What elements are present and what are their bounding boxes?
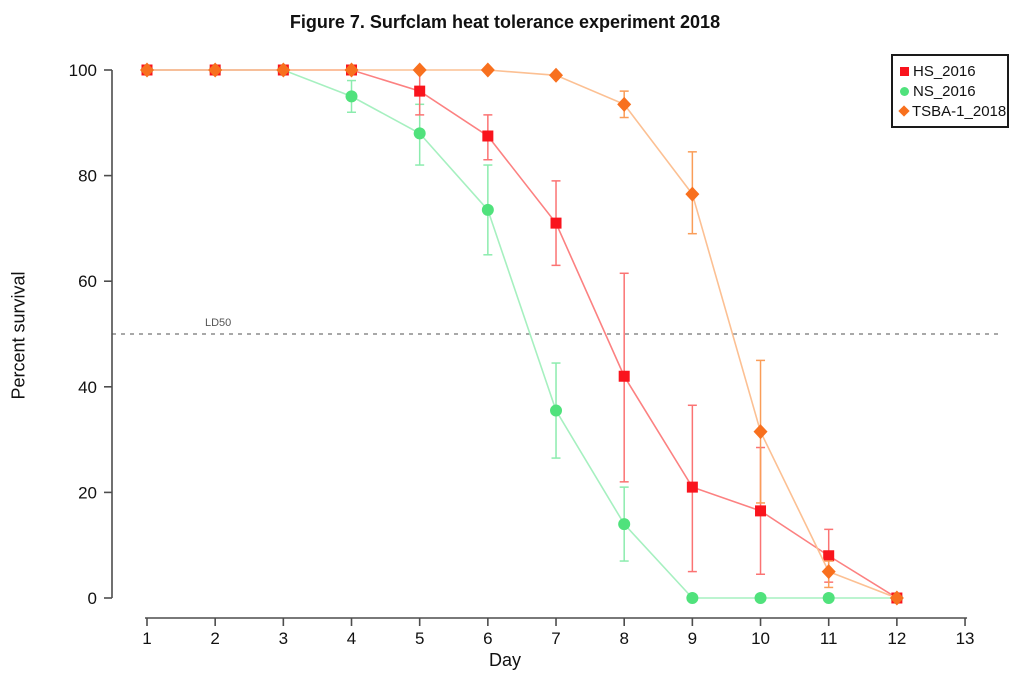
data-point: [276, 62, 291, 78]
data-point: [414, 85, 426, 97]
y-tick-label: 20: [78, 483, 97, 502]
y-tick-label: 60: [78, 272, 97, 291]
data-point: [344, 62, 359, 78]
x-tick-label: 4: [347, 629, 356, 648]
x-tick-label: 3: [279, 629, 288, 648]
x-axis-title: Day: [488, 650, 521, 670]
data-point: [822, 592, 835, 604]
data-point: [823, 550, 835, 562]
data-point: [686, 592, 699, 604]
x-tick-label: 8: [619, 629, 628, 648]
data-point: [140, 62, 154, 78]
data-point: [618, 518, 631, 531]
data-point: [685, 186, 700, 202]
diamond-marker-icon: [898, 105, 910, 117]
data-point: [550, 217, 562, 229]
data-point: [618, 370, 630, 382]
y-tick-label: 80: [78, 167, 97, 186]
x-tick-label: 11: [820, 629, 838, 648]
x-tick-label: 6: [483, 629, 492, 648]
data-point: [413, 127, 426, 140]
data-point: [754, 592, 767, 604]
data-point: [755, 505, 767, 517]
data-point: [686, 481, 698, 493]
data-point: [550, 404, 563, 417]
legend-item-NS_2016: NS_2016: [900, 81, 1001, 101]
y-tick-label: 40: [78, 378, 97, 397]
data-point: [482, 130, 494, 142]
legend-item-TSBA-1_2018: TSBA-1_2018: [898, 101, 1006, 121]
ld50-label: LD50: [205, 317, 231, 329]
data-point: [208, 62, 223, 78]
legend-label: HS_2016: [913, 62, 976, 80]
data-point: [412, 62, 427, 78]
legend: HS_2016 NS_2016 TSBA-1_2018: [891, 54, 1009, 128]
x-tick-label: 13: [956, 629, 975, 648]
chart-title: Figure 7. Surfclam heat tolerance experi…: [289, 12, 721, 32]
data-point: [753, 424, 768, 440]
data-point: [821, 564, 836, 580]
x-tick-label: 10: [751, 629, 770, 648]
x-tick-label: 2: [210, 629, 219, 648]
legend-label: NS_2016: [913, 82, 976, 100]
x-tick-label: 1: [142, 629, 151, 648]
x-tick-label: 5: [415, 629, 424, 648]
y-tick-label: 100: [69, 61, 97, 80]
series-line: [147, 69, 898, 599]
x-tick-label: 9: [688, 629, 697, 648]
data-point: [549, 67, 564, 83]
x-tick-label: 7: [551, 629, 560, 648]
square-marker-icon: [900, 66, 909, 76]
data-point: [345, 90, 358, 103]
legend-label: TSBA-1_2018: [912, 102, 1007, 120]
data-point: [889, 590, 904, 606]
series-TSBA-1_2018: [140, 62, 904, 606]
circle-marker-icon: [900, 86, 909, 96]
y-tick-label: 0: [88, 589, 97, 608]
legend-item-HS_2016: HS_2016: [900, 61, 1001, 81]
data-point: [481, 203, 494, 216]
data-point: [617, 96, 632, 112]
x-tick-label: 12: [887, 629, 906, 648]
data-point: [480, 62, 495, 78]
